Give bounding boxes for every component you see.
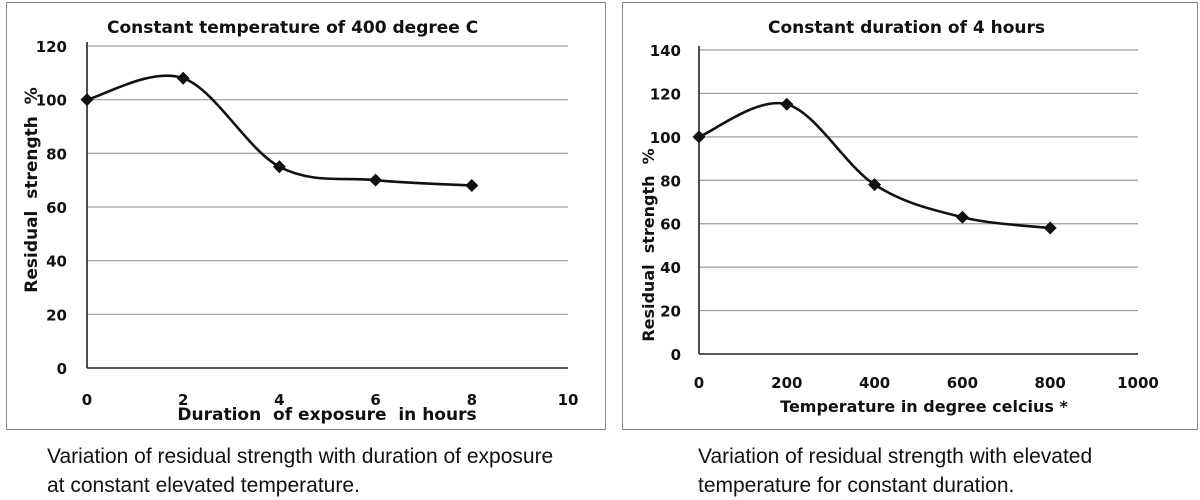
right-data-point bbox=[1043, 221, 1057, 235]
left-y-tick-label: 100 bbox=[36, 92, 67, 110]
left-x-tick-label: 8 bbox=[467, 391, 477, 409]
left-data-point bbox=[80, 93, 94, 107]
left-y-tick-label: 0 bbox=[57, 360, 67, 378]
chart-title-left: Constant temperature of 400 degree C bbox=[107, 18, 479, 38]
left-y-tick-label: 80 bbox=[46, 145, 67, 163]
right-x-tick-label: 200 bbox=[771, 374, 802, 392]
right-y-tick-label: 140 bbox=[650, 42, 681, 60]
left-y-tick-label: 20 bbox=[46, 306, 67, 324]
chart-frame-left bbox=[6, 2, 606, 430]
left-x-tick-label: 4 bbox=[274, 391, 284, 409]
right-data-point bbox=[868, 178, 882, 192]
left-y-tick-label: 120 bbox=[36, 38, 67, 56]
right-y-tick-label: 60 bbox=[660, 216, 681, 234]
right-data-point bbox=[955, 210, 969, 224]
left-y-axis-label: Residual strength % bbox=[22, 87, 42, 293]
chart-panel-left: Constant temperature of 400 degree C 0 20… bbox=[6, 2, 606, 497]
right-series-line bbox=[698, 101, 1051, 230]
left-data-point bbox=[369, 173, 383, 187]
right-x-tick-label: 800 bbox=[1035, 374, 1066, 392]
right-y-tick-label: 20 bbox=[660, 303, 681, 321]
right-x-axis-label: Temperature in degree celcius * bbox=[780, 397, 1068, 416]
right-data-point bbox=[692, 130, 706, 144]
left-x-tick-label: 2 bbox=[178, 391, 188, 409]
right-x-tick-label: 1000 bbox=[1117, 374, 1159, 392]
right-x-tick-label: 400 bbox=[859, 374, 890, 392]
right-x-tick-label: 0 bbox=[694, 374, 704, 392]
right-x-tick-label: 600 bbox=[947, 374, 978, 392]
left-x-tick-label: 0 bbox=[82, 391, 92, 409]
chart-panel-right: Constant duration of 4 hours 0 20 40 60 80 10… bbox=[600, 0, 1200, 500]
left-data-point bbox=[176, 71, 190, 85]
left-y-tick-label: 60 bbox=[46, 199, 67, 217]
chart-plot-left: 0 20 40 60 80 100 120 0 2 4 6 8 10 Duration of exposu… bbox=[22, 38, 579, 425]
left-x-axis-label: Duration of exposure in hours bbox=[177, 405, 476, 425]
left-data-point bbox=[272, 160, 286, 174]
caption-right: Variation of residual strength with elev… bbox=[698, 445, 1093, 497]
left-data-point bbox=[465, 179, 479, 193]
chart-plot-right: 0 20 40 60 80 100 120 140 0 200 400 600 800 1000 Tempe… bbox=[639, 42, 1159, 416]
left-x-tick-label: 6 bbox=[370, 391, 380, 409]
right-y-tick-label: 120 bbox=[650, 85, 681, 103]
right-y-tick-label: 80 bbox=[660, 172, 681, 190]
right-y-tick-label: 100 bbox=[650, 129, 681, 147]
right-y-axis-label: Residual strength % bbox=[639, 148, 658, 341]
caption-left: Variation of residual strength with dura… bbox=[47, 445, 554, 497]
right-data-point bbox=[780, 97, 794, 111]
right-y-tick-label: 40 bbox=[660, 259, 681, 277]
chart-frame-right bbox=[622, 2, 1198, 430]
left-x-tick-label: 10 bbox=[558, 391, 579, 409]
chart-title-right: Constant duration of 4 hours bbox=[768, 18, 1046, 38]
left-y-tick-label: 40 bbox=[46, 253, 67, 271]
right-y-tick-label: 0 bbox=[671, 346, 681, 364]
